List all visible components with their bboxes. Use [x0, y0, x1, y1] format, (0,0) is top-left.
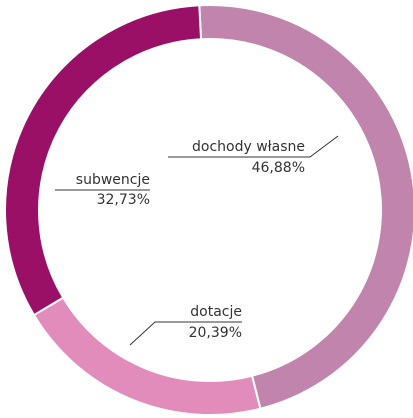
slice-label: dotacje [190, 304, 242, 320]
donut [4, 4, 413, 416]
leader-line [168, 135, 339, 158]
leader-line [129, 321, 242, 346]
slice-label: subwencje [76, 172, 150, 188]
value-label: 46,88% [252, 160, 305, 176]
value-label: 20,39% [189, 325, 242, 341]
value-label: 32,73% [97, 192, 150, 208]
donut-slice [198, 4, 413, 410]
donut-slice [4, 4, 203, 317]
slice-label: dochody własne [192, 139, 305, 155]
